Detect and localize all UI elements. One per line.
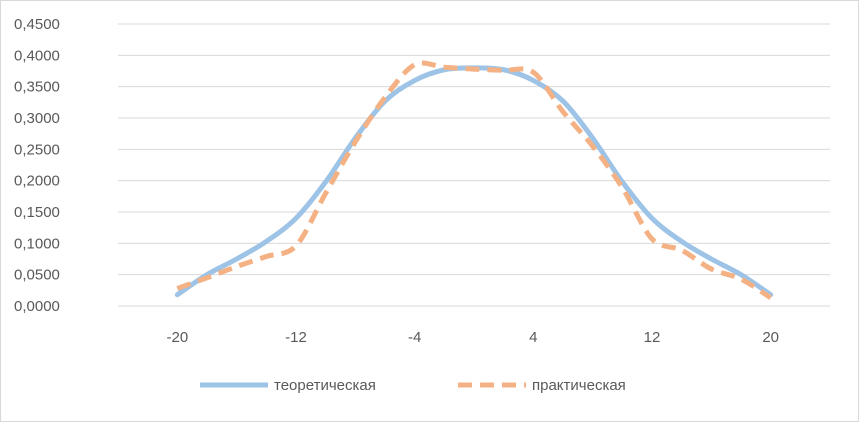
gridlines bbox=[118, 23, 830, 307]
y-axis-tick-labels: 0,0000 0,0500 0,1000 0,1500 0,2000 0,2500 0,30… bbox=[14, 16, 60, 315]
series-line-practical bbox=[176, 60, 773, 300]
y-tick-label: 0,3500 bbox=[14, 79, 60, 96]
x-tick-label: 4 bbox=[529, 329, 537, 346]
y-tick-label: 0,1000 bbox=[14, 235, 60, 252]
x-tick-label: 12 bbox=[644, 329, 661, 346]
x-tick-label: -20 bbox=[166, 329, 188, 346]
y-tick-label: 0,0500 bbox=[14, 267, 60, 284]
x-tick-label: -12 bbox=[285, 329, 307, 346]
plot-series bbox=[174, 60, 774, 300]
y-tick-label: 0,2500 bbox=[14, 141, 60, 158]
legend-label-practical: практическая bbox=[532, 377, 626, 394]
y-tick-label: 0,4500 bbox=[14, 16, 60, 33]
y-tick-label: 0,4000 bbox=[14, 47, 60, 64]
legend-label-theoretical: теоретическая bbox=[274, 377, 376, 394]
y-tick-label: 0,3000 bbox=[14, 110, 60, 127]
x-tick-label: 20 bbox=[762, 329, 779, 346]
legend: теоретическая практическая bbox=[200, 377, 626, 394]
y-tick-label: 0,0000 bbox=[14, 298, 60, 315]
y-tick-label: 0,2000 bbox=[14, 173, 60, 190]
y-tick-label: 0,1500 bbox=[14, 204, 60, 221]
series-line-theoretical bbox=[174, 65, 774, 298]
x-axis-tick-labels: -20 -12 -4 4 12 20 bbox=[166, 329, 779, 346]
x-tick-label: -4 bbox=[408, 329, 421, 346]
